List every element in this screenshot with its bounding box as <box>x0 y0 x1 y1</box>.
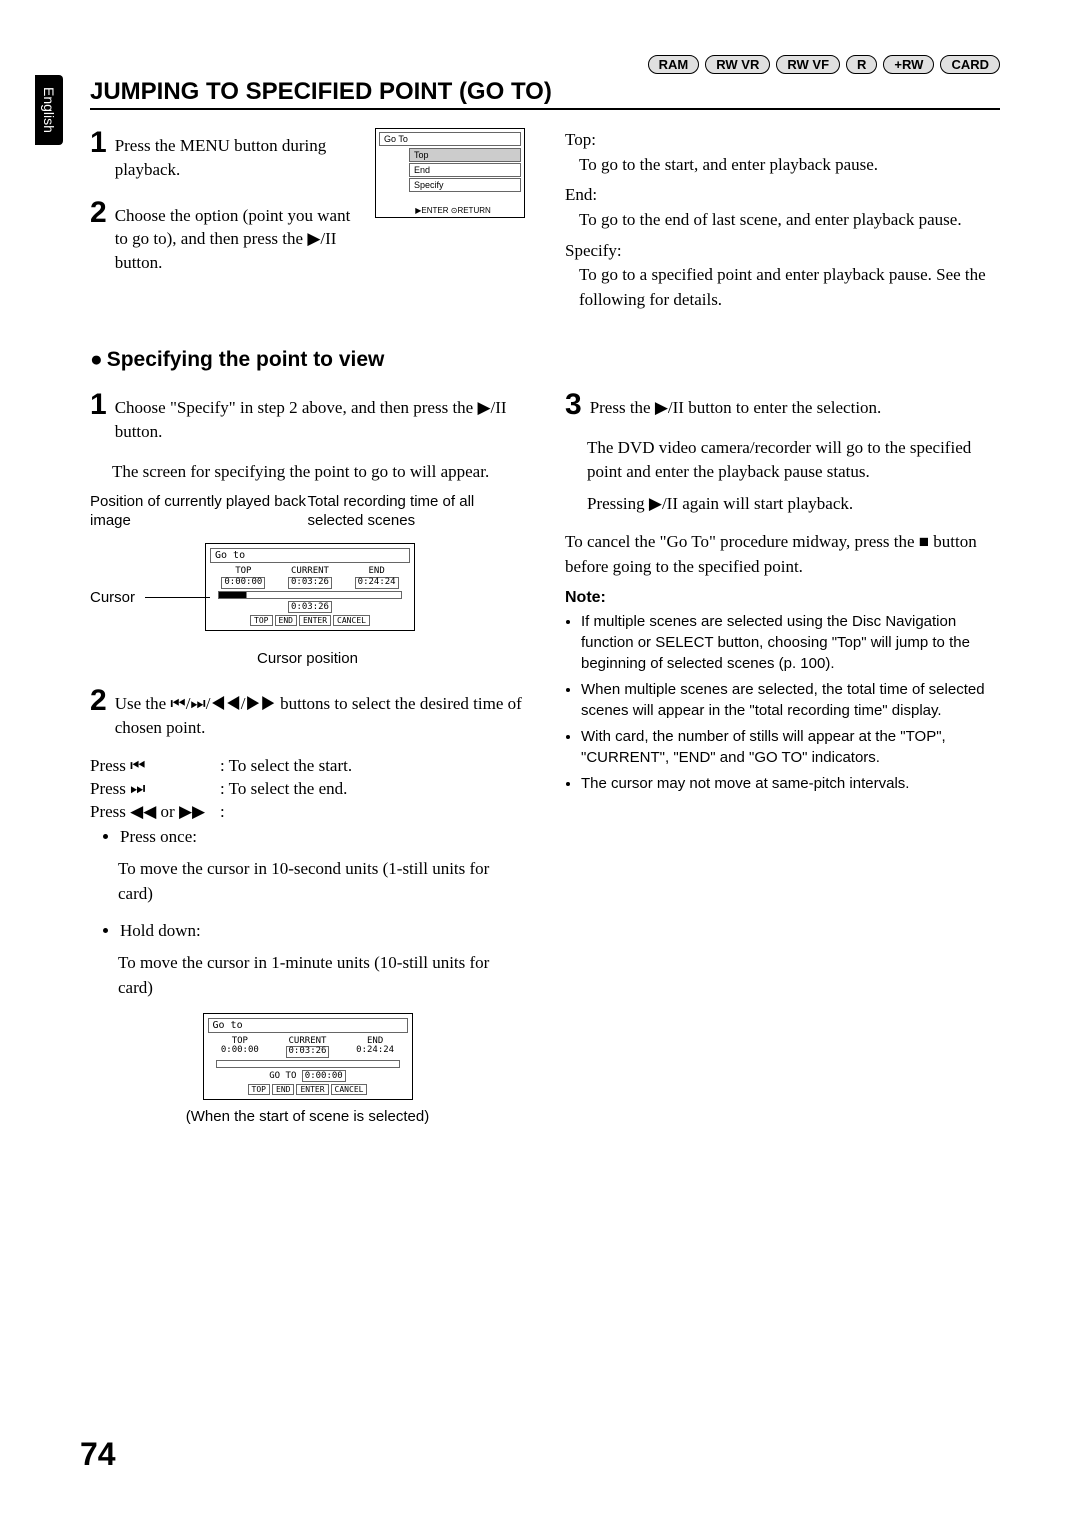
goto-box2-time-row: TOP0:00:00 CURRENT0:03:26 END0:24:24 <box>208 1037 408 1059</box>
page-number: 74 <box>80 1436 116 1473</box>
s2-step-1: 1 Choose "Specify" in step 2 above, and … <box>90 390 525 444</box>
main-heading: JUMPING TO SPECIFIED POINT (GO TO) <box>90 78 1000 110</box>
s2-step-1-text: Choose "Specify" in step 2 above, and th… <box>115 390 525 444</box>
goto-box-title: Go to <box>210 548 410 563</box>
note-0: If multiple scenes are selected using th… <box>581 611 1000 674</box>
goto-labels-top: Position of currently played back image … <box>90 492 525 531</box>
s2-step-3-text: Press the ▶/II button to enter the selec… <box>590 390 882 420</box>
desc-end-def: To go to the end of last scene, and ente… <box>579 208 1000 233</box>
label-cursor: Cursor <box>90 588 135 608</box>
menu-item-top: Top <box>409 148 521 162</box>
section2-right: 3 Press the ▶/II button to enter the sel… <box>565 390 1000 1125</box>
desc-end-term: End: <box>565 183 1000 208</box>
goto-goto-val: 0:03:26 <box>210 601 410 613</box>
desc-top-term: Top: <box>565 128 1000 153</box>
bullet-0: Press once: <box>120 825 525 850</box>
step-num-1: 1 <box>90 128 107 158</box>
note-3: The cursor may not move at same-pitch in… <box>581 773 1000 794</box>
desc-top-def: To go to the start, and enter playback p… <box>579 153 1000 178</box>
step-2-text: Choose the option (point you want to go … <box>115 198 363 275</box>
label-cursor-pos: Cursor position <box>90 649 525 669</box>
badge-rwvf: RW VF <box>776 55 840 74</box>
desc-specify-term: Specify: <box>565 239 1000 264</box>
s2-step-3: 3 Press the ▶/II button to enter the sel… <box>565 390 1000 420</box>
goto-box-2: Go to TOP0:00:00 CURRENT0:03:26 END0:24:… <box>203 1013 413 1101</box>
goto-time-row: TOP0:00:00 CURRENT0:03:26 END0:24:24 <box>210 567 410 589</box>
goto-footer: TOPENDENTERCANCEL <box>210 615 410 626</box>
goto-box-1: Go to TOP0:00:00 CURRENT0:03:26 END0:24:… <box>205 543 415 631</box>
sub-heading: Specifying the point to view <box>90 348 1000 372</box>
menu-item-end: End <box>409 163 521 177</box>
section1-left: 1 Press the MENU button during playback.… <box>90 128 525 318</box>
s2-step-num-3: 3 <box>565 390 582 420</box>
label-pos-current: Position of currently played back image <box>90 492 308 531</box>
label-total-time: Total recording time of all selected sce… <box>308 492 526 531</box>
note-heading: Note: <box>565 589 1000 607</box>
goto-box2-footer: TOPENDENTERCANCEL <box>208 1084 408 1095</box>
step-2: 2 Choose the option (point you want to g… <box>90 198 363 275</box>
goto-box2-goto: GO TO 0:00:00 <box>208 1070 408 1082</box>
media-badges: RAM RW VR RW VF R +RW CARD <box>90 55 1000 74</box>
step-1-text: Press the MENU button during playback. <box>115 128 363 182</box>
bullet-0-body: To move the cursor in 10-second units (1… <box>118 857 525 906</box>
bullet-1-body: To move the cursor in 1-minute units (10… <box>118 951 525 1000</box>
bullet-list: Press once: To move the cursor in 10-sec… <box>120 825 525 1001</box>
s2-step-3-text3: Pressing ▶/II again will start playback. <box>565 492 1000 516</box>
page-container: RAM RW VR RW VF R +RW CARD JUMPING TO SP… <box>0 0 1080 1165</box>
cancel-text: To cancel the "Go To" procedure midway, … <box>565 530 1000 579</box>
press-row-2: Press ◀◀ or ▶▶: <box>90 802 525 822</box>
step-1: 1 Press the MENU button during playback. <box>90 128 363 182</box>
badge-card: CARD <box>940 55 1000 74</box>
s2-step-2: 2 Use the ⏮/⏭/◀◀/▶▶ buttons to select th… <box>90 686 525 740</box>
press-row-1: Press ⏭: To select the end. <box>90 779 525 799</box>
badge-ram: RAM <box>648 55 700 74</box>
goto-menu-screenshot: Go To Top End Specify ▶ENTER ⊙RETURN <box>375 128 525 218</box>
s2-step-2-text: Use the ⏮/⏭/◀◀/▶▶ buttons to select the … <box>115 686 525 740</box>
press-row-0: Press ⏮: To select the start. <box>90 756 525 776</box>
note-list: If multiple scenes are selected using th… <box>565 611 1000 794</box>
desc-specify-def: To go to a specified point and enter pla… <box>579 263 1000 312</box>
press-rows: Press ⏮: To select the start. Press ⏭: T… <box>90 756 525 822</box>
badge-r: R <box>846 55 877 74</box>
section1: 1 Press the MENU button during playback.… <box>90 128 1000 318</box>
badge-rw: +RW <box>883 55 934 74</box>
option-descriptions: Top: To go to the start, and enter playb… <box>565 128 1000 312</box>
bullet-1: Hold down: <box>120 919 525 944</box>
badge-rwvr: RW VR <box>705 55 770 74</box>
section2: 1 Choose "Specify" in step 2 above, and … <box>90 390 1000 1125</box>
goto-diagram: Cursor Go to TOP0:00:00 CURRENT0:03:26 E… <box>90 543 525 668</box>
goto-slider <box>218 591 402 599</box>
menu-title: Go To <box>379 132 521 146</box>
s2-step-1-text2: The screen for specifying the point to g… <box>90 460 525 484</box>
s2-step-num-1: 1 <box>90 390 107 420</box>
goto-box2-title: Go to <box>208 1018 408 1033</box>
note-1: When multiple scenes are selected, the t… <box>581 679 1000 721</box>
s2-step-num-2: 2 <box>90 686 107 716</box>
goto-box2-slider <box>216 1060 400 1068</box>
s2-step-3-text2: The DVD video camera/recorder will go to… <box>565 436 1000 484</box>
menu-footer: ▶ENTER ⊙RETURN <box>379 206 527 215</box>
section2-left: 1 Choose "Specify" in step 2 above, and … <box>90 390 525 1125</box>
note-2: With card, the number of stills will app… <box>581 726 1000 768</box>
section1-right: Top: To go to the start, and enter playb… <box>565 128 1000 318</box>
caption-2: (When the start of scene is selected) <box>90 1108 525 1125</box>
menu-item-specify: Specify <box>409 178 521 192</box>
step-num-2: 2 <box>90 198 107 228</box>
